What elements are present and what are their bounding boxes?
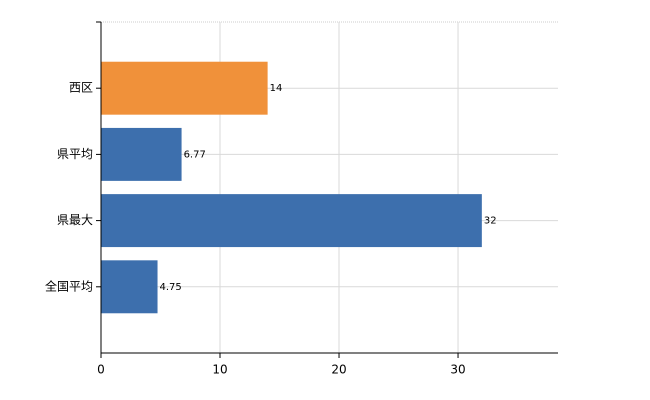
bar: [101, 260, 158, 314]
x-tick-label: 20: [331, 363, 346, 377]
value-label: 32: [484, 216, 497, 227]
value-label: 14: [270, 83, 283, 94]
x-tick-label: 30: [450, 363, 465, 377]
x-tick-label: 10: [212, 363, 227, 377]
x-tick-label: 0: [97, 363, 105, 377]
value-label: 4.75: [160, 282, 182, 293]
bar: [101, 61, 268, 115]
y-tick-label: 県最大: [57, 213, 93, 227]
bar: [101, 194, 482, 248]
bar: [101, 127, 182, 181]
y-tick-label: 全国平均: [45, 278, 93, 293]
y-tick-label: 県平均: [57, 147, 93, 161]
value-label: 6.77: [184, 149, 206, 160]
y-tick-label: 西区: [69, 81, 93, 95]
